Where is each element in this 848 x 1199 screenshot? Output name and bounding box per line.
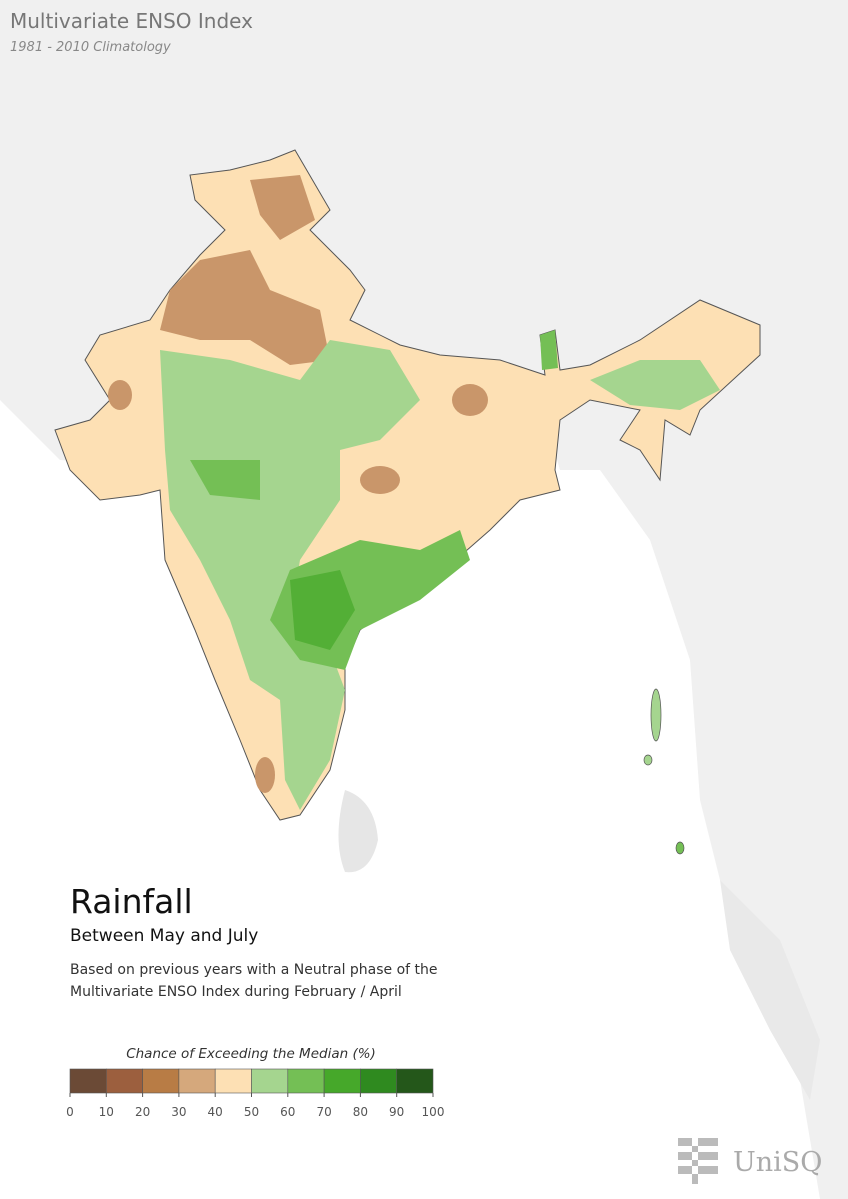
dry-region xyxy=(250,175,315,240)
land-sri-lanka xyxy=(338,790,378,873)
map-subtitle: 1981 - 2010 Climatology xyxy=(10,40,171,55)
legend-tick-label: 100 xyxy=(422,1105,445,1119)
map-title: Multivariate ENSO Index xyxy=(10,9,253,33)
legend-swatch xyxy=(178,1068,216,1094)
nicobar-islands xyxy=(675,841,685,855)
wet-region xyxy=(190,460,260,500)
caption-description: Based on previous years with a Neutral p… xyxy=(70,962,438,978)
wet-region xyxy=(590,360,720,410)
legend-swatch xyxy=(396,1068,434,1094)
island xyxy=(643,754,653,766)
logo-text: UniSQ xyxy=(733,1147,822,1178)
dry-region xyxy=(452,384,488,416)
legend-swatch xyxy=(287,1068,325,1094)
legend-tick-label: 50 xyxy=(244,1105,259,1119)
dry-region xyxy=(108,380,132,410)
dry-region xyxy=(255,757,275,793)
legend-tick-label: 70 xyxy=(316,1105,331,1119)
wet-region xyxy=(290,570,355,650)
legend-swatch xyxy=(360,1068,397,1094)
caption-description: Multivariate ENSO Index during February … xyxy=(70,984,402,1000)
legend-tick-label: 40 xyxy=(208,1105,223,1119)
legend-tick-label: 30 xyxy=(171,1105,186,1119)
legend-swatch xyxy=(106,1068,143,1094)
legend-title: Chance of Exceeding the Median (%) xyxy=(126,1046,376,1062)
legend-swatch xyxy=(214,1068,252,1094)
dry-region xyxy=(360,466,400,494)
legend-swatch xyxy=(251,1068,289,1094)
legend-tick-label: 80 xyxy=(353,1105,368,1119)
legend-swatch xyxy=(142,1068,180,1094)
caption-period: Between May and July xyxy=(70,926,258,946)
legend-swatch xyxy=(69,1068,107,1094)
legend-tick-label: 20 xyxy=(135,1105,150,1119)
legend: 0 10 20 30 40 50 60 70 80 90 100 xyxy=(66,1068,445,1119)
land-sumatra xyxy=(720,880,820,1100)
legend-swatch xyxy=(323,1068,361,1094)
logo-icon xyxy=(678,1138,718,1184)
legend-tick-label: 60 xyxy=(280,1105,295,1119)
legend-tick-label: 0 xyxy=(66,1105,74,1119)
caption-heading: Rainfall xyxy=(70,882,193,921)
dry-region xyxy=(160,250,330,365)
andaman-islands xyxy=(650,688,662,742)
wet-region xyxy=(540,330,558,370)
legend-tick-label: 10 xyxy=(99,1105,114,1119)
legend-tick-label: 90 xyxy=(389,1105,404,1119)
india xyxy=(54,149,761,855)
logo: UniSQ xyxy=(678,1138,822,1184)
